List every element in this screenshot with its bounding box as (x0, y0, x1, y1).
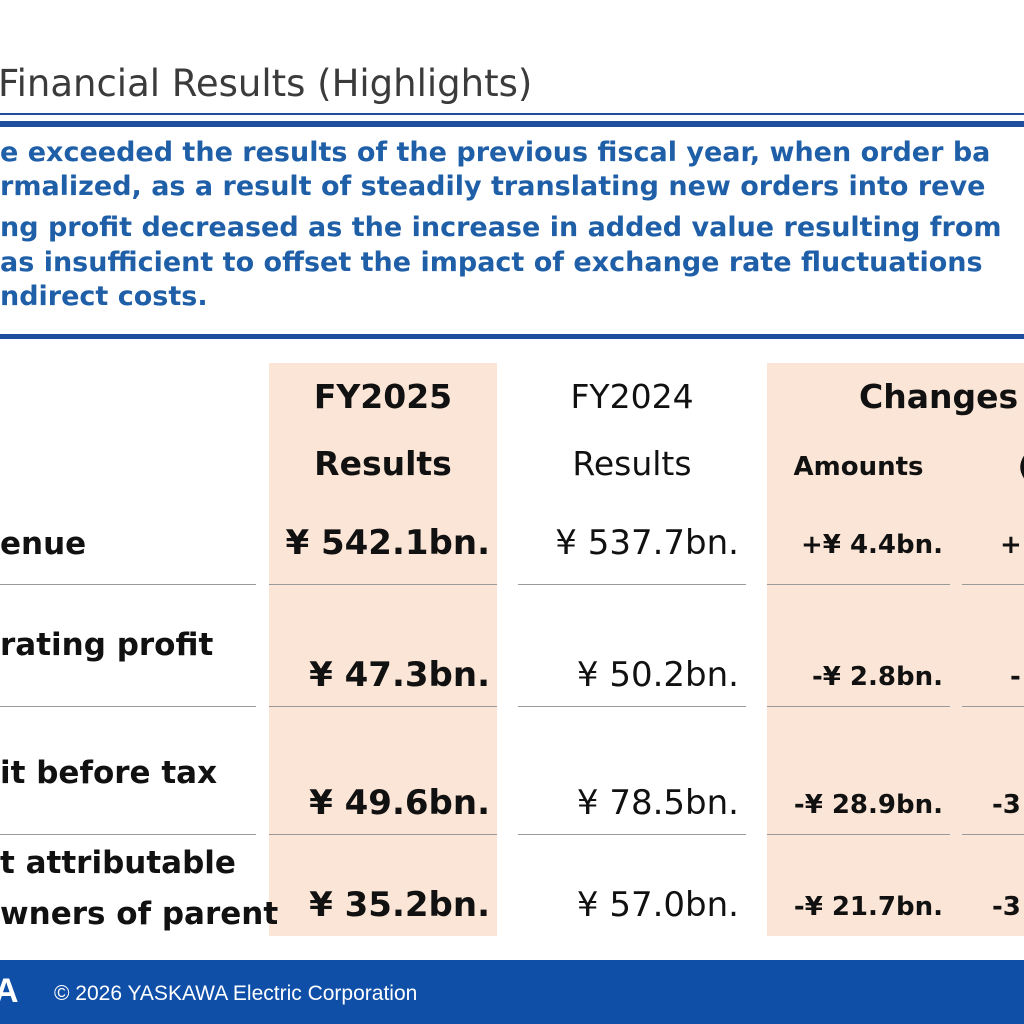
operating-profit-change-percent: - (1010, 662, 1021, 692)
row-divider (767, 706, 950, 707)
fy2025-header-results: Results (314, 444, 452, 483)
operating-profit-fy2025: ¥ 47.3bn. (309, 655, 490, 695)
row-divider (0, 706, 256, 707)
summary-line-4: as insufficient to offset the impact of … (0, 247, 983, 278)
row-divider (269, 706, 497, 707)
changes-header: Changes (859, 377, 1019, 416)
row-divider (0, 584, 256, 585)
profit-attributable-fy2025: ¥ 35.2bn. (309, 885, 490, 925)
profit-before-tax-fy2024: ¥ 78.5bn. (576, 783, 739, 823)
row-divider (962, 706, 1024, 707)
title-divider-thin (0, 113, 1024, 115)
row-label-profit-before-tax: it before tax (0, 755, 218, 791)
revenue-change-amount: +¥ 4.4bn. (801, 530, 943, 560)
profit-before-tax-fy2025: ¥ 49.6bn. (309, 783, 490, 823)
changes-column-highlight (767, 363, 1024, 936)
revenue-change-percent: + (1000, 530, 1022, 560)
profit-before-tax-change-percent: -3 (992, 790, 1021, 820)
fy2025-column-highlight (269, 363, 497, 936)
fy2024-header-results: Results (572, 444, 692, 483)
row-divider (962, 834, 1024, 835)
operating-profit-change-amount: -¥ 2.8bn. (812, 662, 943, 692)
page-title: Financial Results (Highlights) (0, 62, 533, 105)
row-divider (767, 834, 950, 835)
fy2025-header-year: FY2025 (313, 377, 453, 416)
profit-attributable-change-percent: -3 (992, 892, 1021, 922)
row-label-operating-profit: rating profit (0, 627, 214, 663)
company-logo: A (0, 972, 19, 1010)
summary-divider (0, 334, 1024, 339)
row-divider (518, 834, 746, 835)
summary-line-5: ndirect costs. (0, 281, 208, 312)
amounts-header: Amounts (793, 452, 924, 482)
fy2024-header-year: FY2024 (570, 377, 694, 416)
revenue-fy2024: ¥ 537.7bn. (555, 523, 739, 563)
summary-line-3: ng profit decreased as the increase in a… (0, 212, 1002, 243)
row-divider (0, 834, 256, 835)
title-divider-thick (0, 121, 1024, 127)
row-divider (269, 584, 497, 585)
copyright-text: © 2026 YASKAWA Electric Corporation (54, 982, 418, 1005)
row-divider (518, 706, 746, 707)
profit-before-tax-change-amount: -¥ 28.9bn. (793, 790, 943, 820)
footer-bar: A © 2026 YASKAWA Electric Corporation (0, 960, 1024, 1024)
row-divider (518, 584, 746, 585)
revenue-fy2025: ¥ 542.1bn. (285, 523, 491, 563)
profit-attributable-change-amount: -¥ 21.7bn. (793, 892, 943, 922)
row-divider (269, 834, 497, 835)
percent-header-partial: ( (1018, 452, 1024, 482)
row-divider (767, 584, 950, 585)
summary-line-2: rmalized, as a result of steadily transl… (0, 171, 986, 202)
row-label-profit-attributable-line2: wners of parent (0, 896, 279, 932)
row-divider (962, 584, 1024, 585)
profit-attributable-fy2024: ¥ 57.0bn. (576, 885, 739, 925)
summary-line-1: e exceeded the results of the previous f… (0, 137, 991, 168)
row-label-profit-attributable: t attributable (0, 845, 236, 881)
operating-profit-fy2024: ¥ 50.2bn. (576, 655, 739, 695)
row-label-revenue: enue (0, 526, 87, 562)
